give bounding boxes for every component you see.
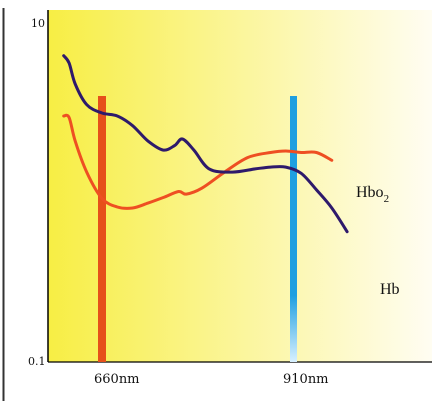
x-tick-label-660nm: 660nm	[94, 372, 140, 387]
y-tick-label-bottom: 0.1	[28, 355, 46, 368]
y-tick-label-top: 10	[31, 17, 45, 30]
reference-line-660nm	[98, 96, 106, 362]
series-label-hb: Hb	[380, 281, 400, 298]
x-tick-label-910nm: 910nm	[283, 372, 329, 387]
reference-line-910nm	[290, 96, 297, 362]
